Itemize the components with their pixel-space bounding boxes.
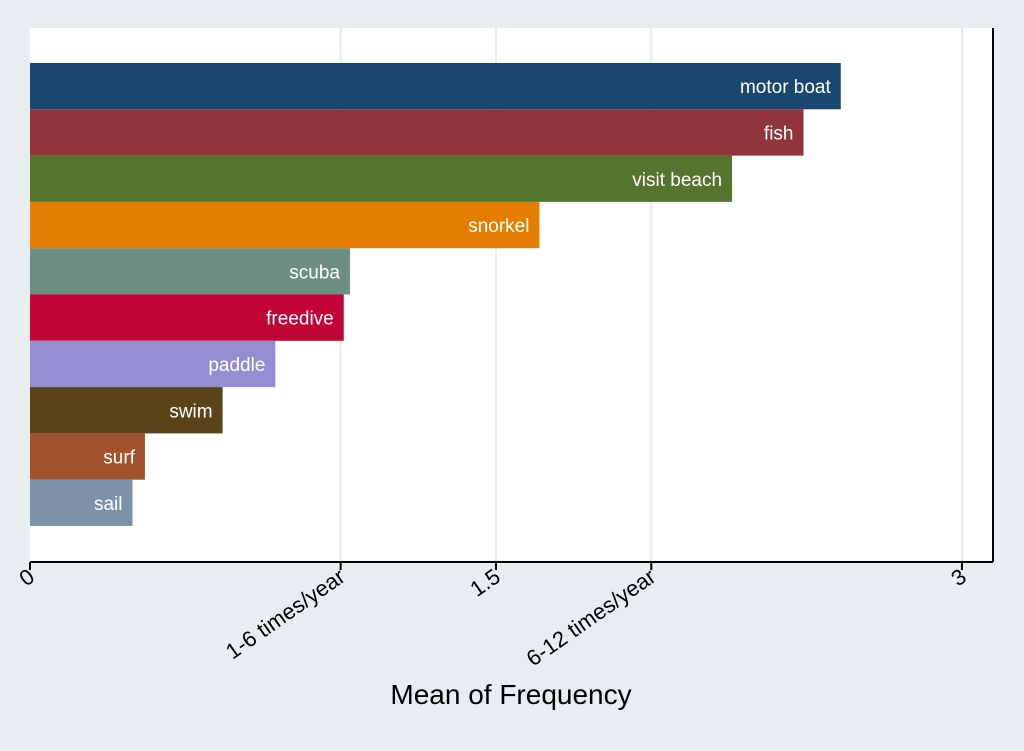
bar-label-4: scuba: [289, 262, 340, 283]
bar-1: [30, 109, 804, 156]
bar-label-6: paddle: [208, 355, 265, 376]
bar-4: [30, 248, 350, 295]
bar-6: [30, 340, 276, 388]
x-axis-title: Mean of Frequency: [390, 679, 631, 710]
bar-2: [30, 155, 733, 202]
bar-3: [30, 201, 540, 249]
bar-8: [30, 433, 145, 480]
bar-label-1: fish: [764, 123, 794, 144]
bar-label-2: visit beach: [632, 170, 722, 191]
bars: motor boat fish visit beach snorkel scuba fre…: [30, 63, 841, 526]
bar-5: [30, 294, 344, 341]
bar-7: [30, 387, 223, 434]
bar-label-3: snorkel: [468, 216, 529, 237]
bar-label-9: sail: [94, 494, 123, 515]
bar-label-7: swim: [169, 401, 212, 422]
bar-9: [30, 479, 133, 526]
bar-0: [30, 63, 841, 110]
bar-label-0: motor boat: [740, 77, 832, 98]
bar-label-5: freedive: [266, 309, 334, 330]
bar-label-8: surf: [103, 448, 135, 469]
